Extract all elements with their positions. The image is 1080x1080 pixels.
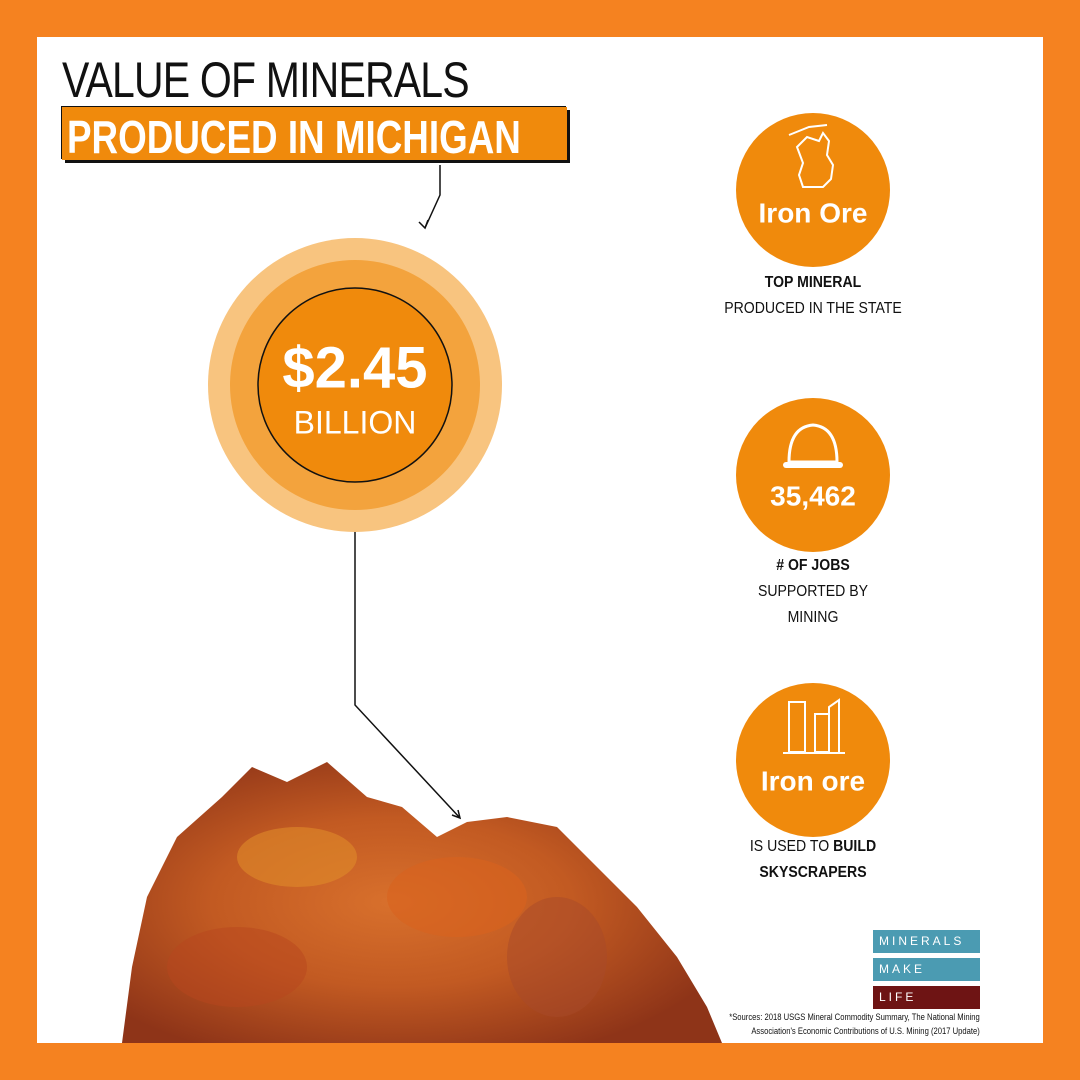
graphics: $2.45 BILLION Iron Ore 35,462 Iron ore	[122, 113, 890, 1043]
rock-texture	[167, 927, 307, 1007]
sources: *Sources: 2018 USGS Mineral Commodity Su…	[729, 1012, 980, 1022]
michigan-icon	[795, 131, 835, 188]
connector	[424, 165, 441, 229]
building-icon	[828, 698, 840, 752]
fact-caption: IS USED TO BUILD SKYSCRAPERS	[707, 834, 918, 886]
caption-bold: TOP MINERAL	[764, 274, 862, 291]
logo-word: LIFE	[873, 986, 980, 1009]
caption-text: PRODUCED IN THE STATE	[724, 300, 902, 317]
value-circle	[257, 287, 453, 483]
fact-circle	[736, 398, 890, 552]
rock-texture	[387, 857, 527, 937]
value-amount: $2.45	[282, 335, 427, 400]
michigan-icon	[788, 124, 828, 136]
fact-caption: # OF JOBS SUPPORTED BY MINING	[707, 553, 918, 631]
fact-label: Iron ore	[761, 765, 865, 796]
title-line2: PRODUCED IN MICHIGAN	[67, 111, 521, 163]
value-unit: BILLION	[294, 404, 417, 440]
caption-bold: BUILD SKYSCRAPERS	[759, 838, 877, 881]
arrowhead	[418, 219, 429, 230]
caption-text: SUPPORTED BY MINING	[757, 583, 869, 626]
fact-label: 35,462	[770, 480, 856, 511]
fact-label: Iron Ore	[759, 197, 868, 228]
fact-caption: TOP MINERAL PRODUCED IN THE STATE	[707, 270, 918, 322]
logo-word: MINERALS	[873, 930, 980, 953]
panel: $2.45 BILLION Iron Ore 35,462 Iron ore V…	[37, 37, 1043, 1043]
rock-texture	[507, 897, 607, 1017]
rock-texture	[237, 827, 357, 887]
connector	[354, 482, 461, 819]
hardhat-icon	[787, 423, 839, 464]
sources: Association's Economic Contributions of …	[751, 1026, 980, 1036]
fact-circle	[736, 113, 890, 267]
caption-text: IS USED TO	[749, 838, 830, 855]
fact-circle	[736, 683, 890, 837]
title-box	[62, 107, 567, 160]
arrowhead	[451, 809, 462, 820]
title-line1: VALUE OF MINERALS	[62, 52, 470, 108]
caption-bold: # OF JOBS	[776, 557, 850, 574]
hardhat-icon	[783, 462, 843, 468]
logo-word: MAKE	[873, 958, 980, 981]
